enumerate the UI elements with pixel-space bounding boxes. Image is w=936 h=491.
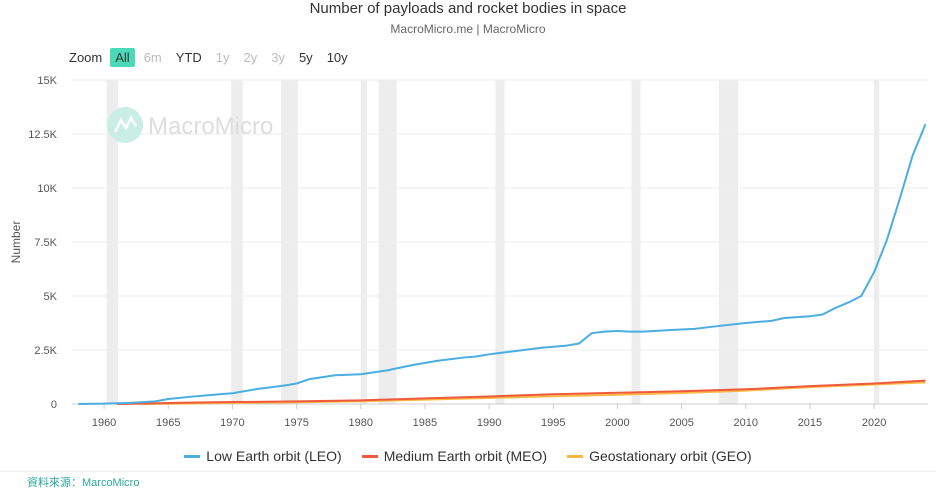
- chart-subtitle: MacroMicro.me | MacroMicro: [390, 22, 546, 36]
- y-tick-label: 5K: [44, 291, 58, 303]
- legend-swatch: [567, 454, 584, 458]
- source-note: 資料來源：MarcoMicro: [0, 471, 936, 490]
- legend-item[interactable]: Low Earth orbit (LEO): [184, 448, 342, 464]
- x-tick-label: 1995: [541, 417, 565, 429]
- legend-item[interactable]: Medium Earth orbit (MEO): [361, 448, 548, 464]
- x-tick-label: 1985: [413, 417, 437, 429]
- zoom-button-2y: 2y: [243, 50, 258, 65]
- legend-swatch: [184, 454, 201, 458]
- legend-swatch: [361, 454, 378, 458]
- legend-label: Medium Earth orbit (MEO): [383, 448, 548, 464]
- y-axis-label: Number: [9, 221, 23, 264]
- zoom-label: Zoom: [69, 50, 103, 65]
- x-tick-label: 1980: [349, 417, 373, 429]
- zoom-selector: Zoom All 6m YTD 1y 2y 3y 5y 10y: [69, 48, 357, 67]
- watermark-logo-icon: [113, 115, 138, 133]
- x-tick-label: 2010: [734, 417, 758, 429]
- y-tick-label: 12.5K: [28, 129, 57, 141]
- series-line-meo: [116, 379, 926, 405]
- legend: Low Earth orbit (LEO) Medium Earth orbit …: [0, 448, 936, 464]
- y-tick-label: 15K: [37, 75, 57, 87]
- zoom-button-1y: 1y: [215, 50, 230, 65]
- x-tick-label: 1960: [92, 417, 116, 429]
- chart-svg: 0 2.5K 5K 7.5K 10K 12.5K 15K 1960 1965 1970 1975 19…: [9, 75, 928, 429]
- zoom-button-ytd[interactable]: YTD: [175, 50, 202, 65]
- legend-item[interactable]: Geostationary orbit (GEO): [567, 448, 752, 464]
- watermark: MacroMicro: [148, 113, 273, 140]
- x-tick-label: 2005: [669, 417, 693, 429]
- x-tick-label: 1970: [220, 417, 244, 429]
- zoom-button-all[interactable]: All: [110, 48, 135, 67]
- zoom-button-3y: 3y: [271, 50, 285, 65]
- zoom-button-5y[interactable]: 5y: [298, 50, 313, 65]
- series-line-leo: [78, 123, 927, 405]
- legend-label: Low Earth orbit (LEO): [206, 448, 342, 464]
- x-tick-label: 1965: [156, 417, 180, 429]
- zoom-button-10y[interactable]: 10y: [326, 50, 348, 65]
- zoom-button-6m: 6m: [143, 50, 162, 65]
- y-tick-label: 0: [51, 399, 57, 411]
- y-tick-label: 7.5K: [34, 237, 57, 249]
- x-tick-label: 2020: [862, 417, 886, 429]
- x-tick-label: 2015: [798, 417, 822, 429]
- y-tick-label: 2.5K: [34, 345, 57, 357]
- chart-title: Number of payloads and rocket bodies in …: [309, 0, 627, 17]
- x-tick-label: 2000: [605, 417, 629, 429]
- x-tick-label: 1990: [477, 417, 501, 429]
- y-tick-label: 10K: [37, 183, 57, 195]
- legend-label: Geostationary orbit (GEO): [589, 448, 752, 464]
- x-tick-label: 1975: [284, 417, 308, 429]
